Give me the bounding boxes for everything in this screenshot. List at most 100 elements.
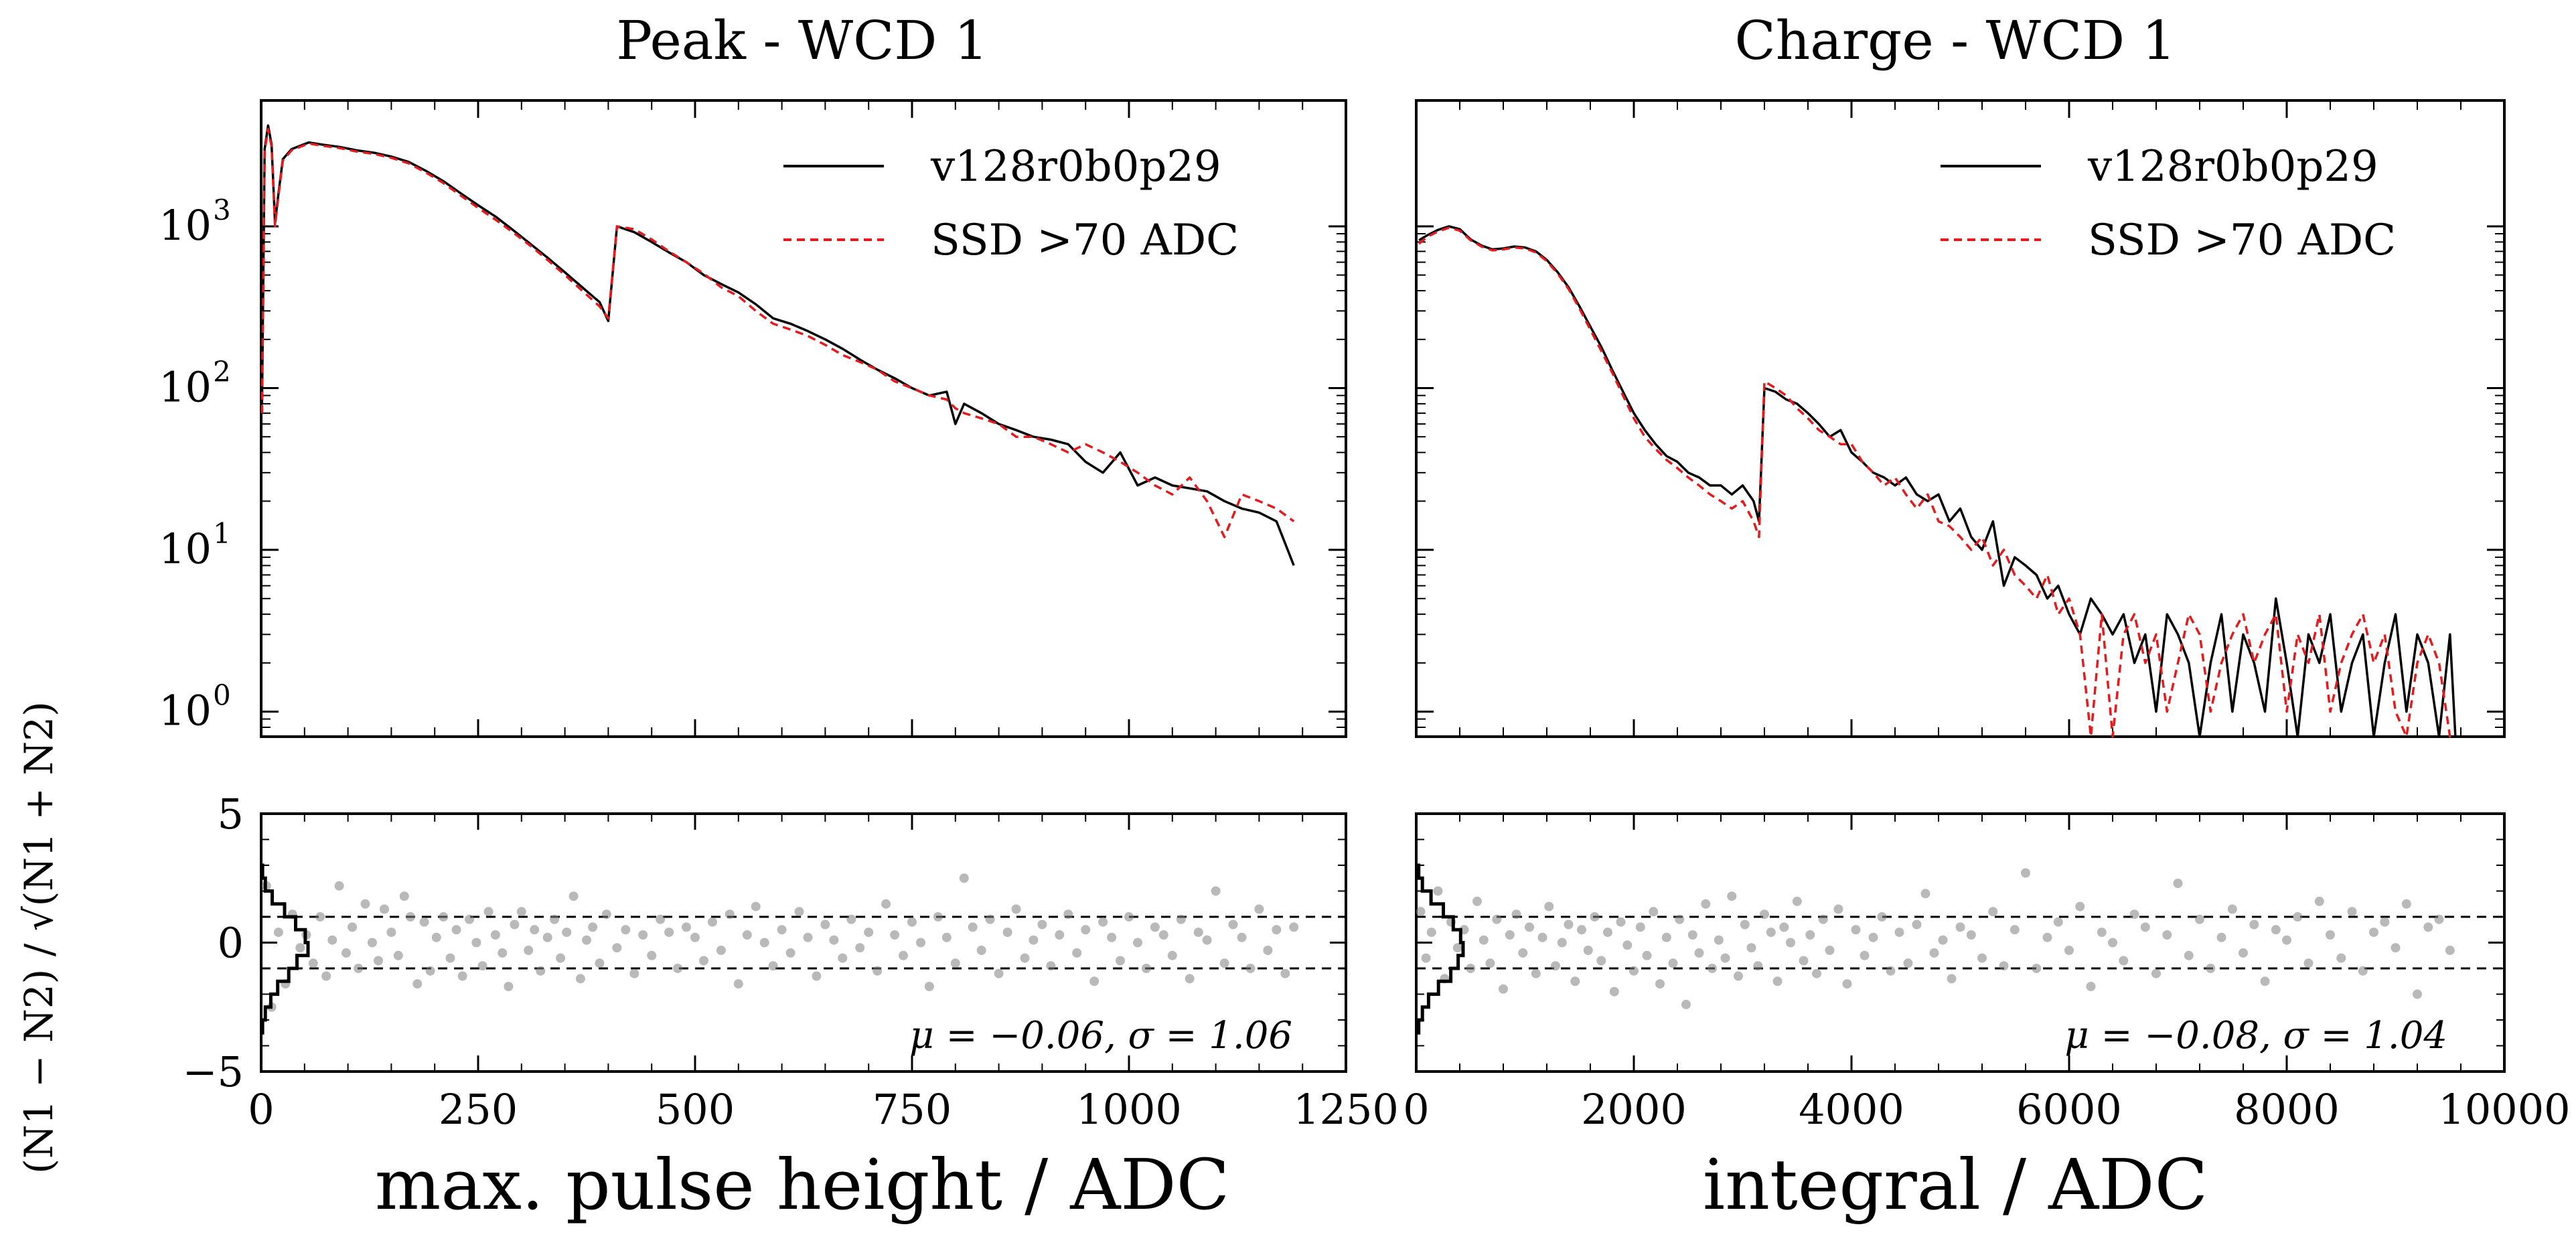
peak-residual-point [881,899,891,909]
charge-residual-point [2064,946,2074,955]
charge-residual-histogram [1416,863,1465,1035]
peak-residual-point [419,917,429,927]
charge-residual-point [1622,940,1633,950]
charge-residual-point [2239,948,2248,958]
charge-residual-point [1609,986,1619,997]
charge-residual-point [1929,948,1939,958]
charge-residual-point [1727,891,1737,901]
charge-residual-point [2358,966,2368,976]
peak-residual-point [516,907,526,917]
peak-residual-point [959,873,969,883]
peak-main-ytick-label-exponent: 3 [213,194,231,226]
charge-residual-point [1988,907,1998,917]
charge-residual-stats: μ = −0.08, σ = 1.04 [2064,1014,2447,1057]
peak-residual-point [707,917,717,927]
peak-residual-point [803,932,813,942]
peak-residual-histogram [260,863,310,1035]
peak-residual-point [1158,930,1168,940]
peak-residual-point [1089,976,1100,986]
charge-residual-point [1603,928,1612,938]
charge-residual-point [2401,899,2411,909]
charge-residual-point [1551,961,1560,971]
charge-residual-point [1511,909,1521,919]
charge-residual-point [1452,943,1462,953]
peak-residual-ytick-label: −5 [183,1047,244,1096]
peak-residual-point [682,922,691,932]
peak-residual-point [924,982,934,991]
charge-residual-point [1661,932,1671,942]
peak-residual-point [490,930,500,940]
charge-residual-point [1966,930,1976,940]
peak-residual-point [673,964,683,973]
charge-legend-label-ssd: SSD >70 ADC [2088,216,2396,265]
peak-residual-point [530,925,540,935]
charge-residual-point [2380,917,2390,927]
peak-residual-point [899,950,908,960]
charge-residual-point [1564,919,1574,930]
peak-residual-point [595,958,605,968]
charge-residual-xtick-label: 8000 [2234,1085,2340,1134]
peak-residual-point [985,914,995,924]
charge-residual-xtick-label: 10000 [2438,1085,2570,1134]
peak-residual-point [510,919,520,930]
charge-residual-point [2293,912,2303,922]
charge-residual-point [1760,909,1769,919]
peak-residual-point [367,938,377,948]
charge-residual-point [1999,961,2009,971]
peak-residual-point [1211,886,1221,896]
charge-residual-panel: 0 2000 4000 6000 8000 10000 [1403,812,2571,1134]
peak-residual-point [873,966,883,976]
peak-residual-point [907,917,917,927]
charge-residual-point [1886,966,1896,976]
peak-residual-point [1124,912,1134,922]
peak-residual-point [524,946,534,955]
charge-residual-point [2108,938,2117,948]
peak-residual-point [348,922,358,932]
peak-residual-point [621,925,631,935]
peak-residual-point [829,935,839,945]
peak-residual-point [968,922,978,932]
charge-residual-point [1577,925,1586,935]
peak-residual-stats: μ = −0.06, σ = 1.06 [909,1014,1292,1057]
peak-x-axis-label: max. pulse height / ADC [375,1144,1230,1226]
charge-residual-point [1708,964,1717,973]
peak-residual-point [412,979,423,989]
charge-residual-point [2075,901,2085,911]
peak-residual-point [864,928,874,938]
charge-residual-point [1947,974,1957,984]
charge-residual-point [2010,925,2020,935]
charge-residual-point [2271,925,2281,935]
charge-residual-point [1920,889,1930,899]
peak-residual-point [699,956,708,966]
charge-residual-point [2216,932,2226,942]
charge-residual-point [2184,950,2194,960]
peak-residual-point [976,946,986,955]
peak-residual-xtick-label: 0 [248,1085,274,1134]
peak-legend-label-ssd: SSD >70 ADC [931,216,1239,265]
peak-residual-point [405,912,415,922]
charge-residual-point [2053,917,2063,927]
charge-residual-point [1635,922,1645,932]
charge-residual-xtick-label: 0 [1403,1085,1429,1134]
peak-residual-point [638,930,648,940]
peak-residual-point [725,909,735,919]
peak-residual-point [1133,938,1142,948]
charge-residual-point [1833,904,1843,914]
charge-residual-point [1740,919,1750,930]
peak-residual-point [933,912,943,922]
peak-panel-title: Peak - WCD 1 [616,9,988,72]
charge-residual-point [2303,958,2314,968]
peak-legend-label-v128: v128r0b0p29 [930,142,1221,192]
charge-legend: v128r0b0p29 SSD >70 ADC [1941,142,2396,265]
charge-residual-point [2314,896,2324,906]
charge-residual-point [1570,976,1580,986]
peak-residual-point [295,943,305,953]
charge-residual-point [2227,904,2237,914]
peak-residual-point [457,971,467,981]
peak-residual-point [354,964,364,973]
peak-residual-panel: 0 250 500 750 1000 1250−505 [183,790,1399,1134]
peak-legend: v128r0b0p29 SSD >70 ADC [783,142,1239,265]
charge-residual-point [2206,964,2216,973]
charge-residual-point [1792,896,1802,906]
